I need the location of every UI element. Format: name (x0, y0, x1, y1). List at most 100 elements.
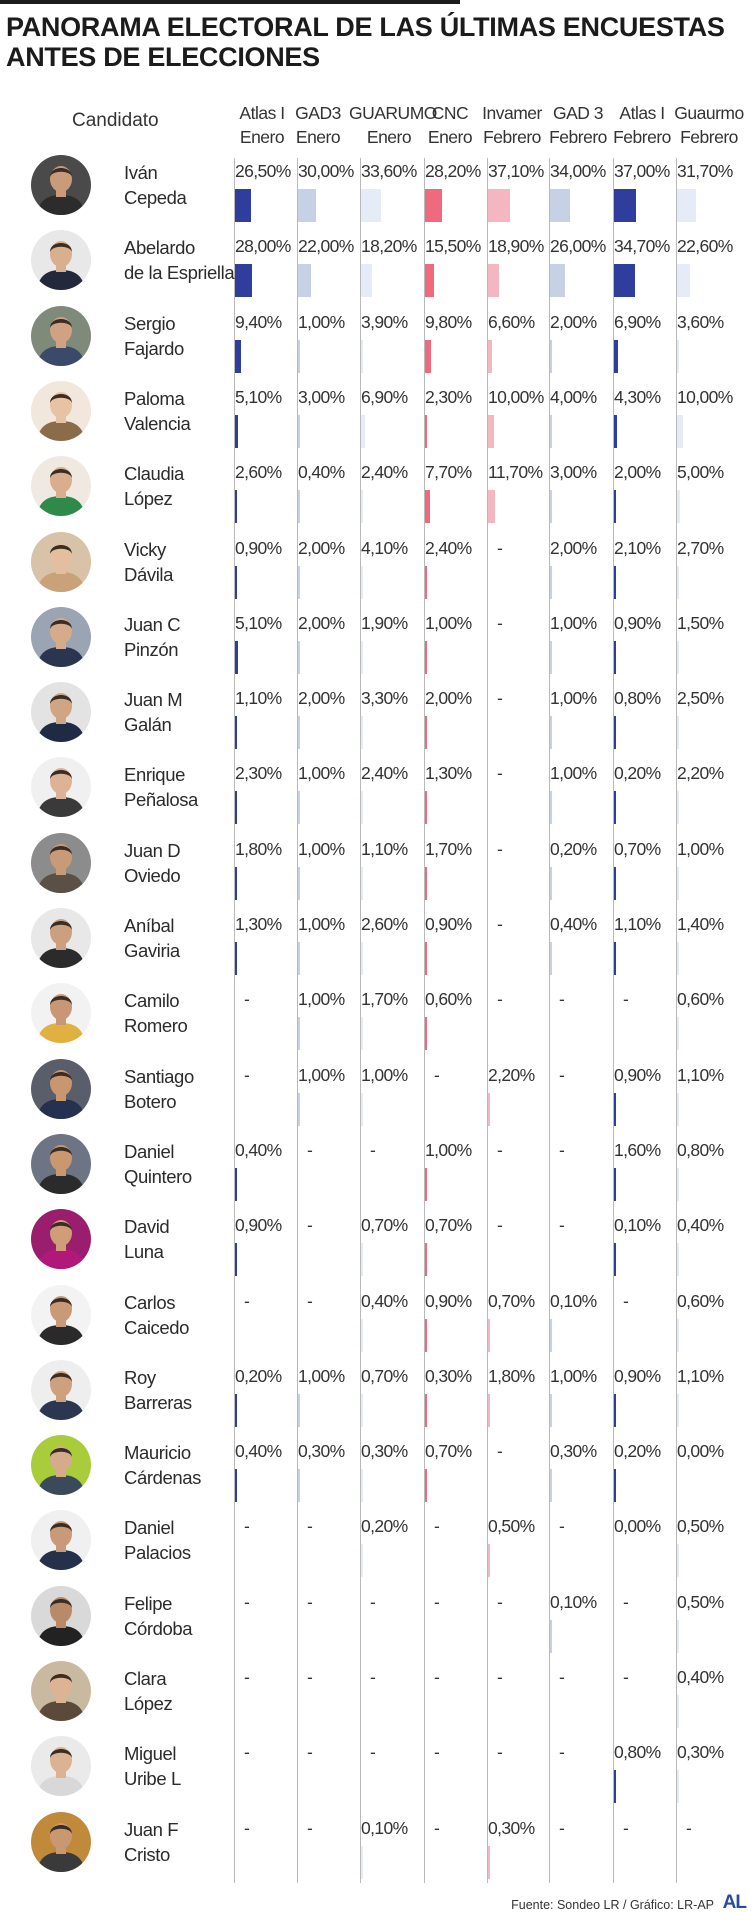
poll-value: 1,00% (550, 612, 597, 633)
poll-value: 0,20% (550, 838, 597, 859)
column-divider-7 (676, 158, 677, 1883)
poll-value: 0,00% (677, 1441, 724, 1462)
candidate-first-name: Enrique (124, 764, 185, 786)
candidate-photo (31, 155, 91, 215)
poll-value: - (623, 1290, 629, 1311)
poll-value: 2,60% (361, 914, 408, 934)
column-pollster: GAD 3 (552, 103, 604, 123)
poll-value: 1,00% (550, 688, 597, 709)
column-month: Enero (427, 127, 473, 147)
poll-value: 1,00% (425, 1139, 472, 1160)
column-header-3: CNC Enero (410, 101, 490, 153)
poll-value: 4,10% (361, 537, 408, 558)
poll-value: 0,70% (614, 838, 661, 859)
poll-bar (488, 414, 494, 448)
candidate-last-name: Córdoba (124, 1617, 193, 1639)
poll-value: 2,70% (677, 537, 724, 558)
poll-value: 1,10% (235, 688, 282, 709)
poll-bar (677, 1318, 679, 1352)
poll-bar (488, 1393, 490, 1427)
poll-value: 0,10% (361, 1817, 408, 1838)
column-month: Febrero (549, 127, 607, 147)
poll-value: 1,70% (425, 838, 472, 859)
poll-bar (614, 565, 616, 599)
poll-value: 0,20% (361, 1516, 408, 1537)
candidate-row: Juan C Pinzón 5,10% 2,00% 1,90% 1,00% - 1,00% 0,… (0, 606, 752, 682)
poll-bar (614, 189, 636, 222)
avatar-neck (56, 263, 66, 273)
poll-value: - (497, 537, 503, 558)
poll-bar (488, 1318, 490, 1352)
poll-value: 5,10% (235, 386, 282, 407)
poll-bar (614, 414, 617, 448)
poll-bar (361, 1845, 363, 1879)
candidate-first-name: Carlos (124, 1291, 176, 1313)
avatar-neck (56, 413, 66, 423)
avatar-neck (56, 1769, 66, 1779)
poll-value: - (244, 1667, 250, 1687)
column-header-5: GAD 3 Febrero (538, 101, 618, 153)
poll-value: - (559, 989, 565, 1010)
poll-value: 1,80% (235, 838, 282, 859)
avatar-neck (56, 1694, 66, 1703)
poll-value: - (244, 989, 250, 1010)
poll-value: - (559, 1742, 565, 1763)
poll-bar (361, 942, 363, 975)
poll-value: - (497, 838, 503, 859)
poll-value: 1,00% (298, 914, 345, 934)
poll-value: 0,20% (235, 1365, 282, 1386)
poll-value: 0,70% (425, 1441, 472, 1462)
candidate-first-name: Santiago (124, 1065, 194, 1087)
title-line-1: PANORAMA ELECTORAL DE LAS ÚLTIMAS ENCUES… (6, 12, 725, 42)
poll-value: 2,40% (361, 462, 408, 483)
poll-value: 0,20% (614, 763, 661, 784)
poll-value: 3,00% (298, 386, 345, 407)
candidate-name: Carlos Caicedo (124, 1290, 189, 1340)
candidate-first-name: Paloma (124, 387, 185, 409)
poll-value: 2,00% (550, 311, 597, 332)
candidate-row: Carlos Caicedo - - 0,40% 0,90% 0,70% 0,10% - 0,60… (0, 1284, 752, 1360)
poll-bar (235, 1393, 237, 1427)
column-month: Enero (239, 127, 285, 147)
poll-value: 1,00% (298, 1064, 345, 1085)
poll-value: 28,00% (235, 236, 291, 257)
candidate-name: Juan M Galán (124, 687, 183, 737)
poll-bar (298, 716, 300, 750)
poll-bar (677, 1167, 679, 1201)
poll-bar (550, 1619, 552, 1653)
candidate-first-name: Roy (124, 1366, 156, 1388)
candidate-row: Roy Barreras 0,20% 1,00% 0,70% 0,30% 1,80% 1,00… (0, 1359, 752, 1435)
column-pollster: Invamer (482, 103, 542, 123)
poll-bar (361, 1243, 363, 1277)
poll-bar (425, 264, 435, 298)
avatar-shoulders (37, 571, 85, 592)
poll-value: 2,10% (614, 537, 661, 558)
poll-value: - (623, 1591, 629, 1612)
avatar-neck (56, 715, 66, 725)
poll-value: 0,30% (677, 1742, 724, 1763)
column-divider-1 (297, 158, 298, 1883)
poll-value: 0,60% (677, 989, 724, 1010)
poll-value: - (307, 1742, 313, 1763)
poll-value: 3,60% (677, 311, 724, 332)
poll-value: 37,10% (488, 161, 544, 181)
candidate-name: Daniel Palacios (124, 1515, 191, 1565)
candidate-row: Aníbal Gaviria 1,30% 1,00% 2,60% 0,90% - 0,40% 1… (0, 908, 752, 983)
candidate-last-name: Cristo (124, 1843, 170, 1865)
poll-value: 0,40% (550, 914, 597, 934)
candidate-photo (31, 1058, 91, 1119)
candidate-photo (31, 1736, 91, 1797)
avatar-hair (50, 695, 72, 705)
poll-value: 4,00% (550, 386, 597, 407)
poll-bar (614, 1393, 616, 1427)
poll-value: 0,70% (361, 1215, 408, 1236)
candidate-name: David Luna (124, 1214, 170, 1264)
poll-bar (361, 866, 363, 900)
poll-value: 1,00% (298, 311, 345, 332)
candidate-name: Roy Barreras (124, 1365, 192, 1415)
poll-value: 1,50% (677, 612, 724, 633)
poll-value: 0,10% (550, 1290, 597, 1311)
poll-bar (298, 791, 300, 825)
avatar-shoulders (37, 872, 85, 893)
poll-value: 2,50% (677, 688, 724, 709)
